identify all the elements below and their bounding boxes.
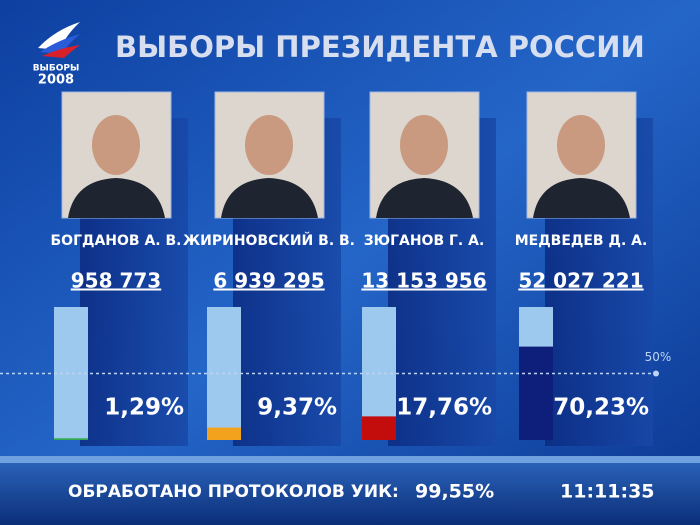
vote-count: 13 153 956: [361, 269, 486, 293]
logo-text: ВЫБОРЫ: [33, 64, 80, 74]
vote-count: 958 773: [71, 269, 161, 293]
footer-stripe: [0, 456, 700, 463]
candidate-name: БОГДАНОВ А. В.: [51, 233, 182, 249]
value-label: 9,37%: [257, 395, 337, 421]
photo-face: [557, 115, 605, 175]
vote-count: 6 939 295: [213, 269, 324, 293]
candidate-name: ЗЮГАНОВ Г. А.: [364, 233, 485, 249]
value-label: 17,76%: [396, 395, 492, 421]
vote-count: 52 027 221: [518, 269, 643, 293]
bar-track: [54, 307, 88, 440]
bar: [207, 427, 241, 440]
value-label: 1,29%: [104, 395, 184, 421]
candidate-name: ЖИРИНОВСКИЙ В. В.: [183, 232, 355, 249]
candidate-name: МЕДВЕДЕВ Д. А.: [515, 233, 648, 249]
reference-dot: [653, 370, 659, 377]
photo-suit: [221, 178, 318, 218]
footer-label: ОБРАБОТАНО ПРОТОКОЛОВ УИК:: [68, 482, 399, 502]
chart-title: ВЫБОРЫ ПРЕЗИДЕНТА РОССИИ: [115, 30, 645, 64]
processed-percent: 99,55%: [415, 481, 494, 503]
reference-label: 50%: [645, 350, 672, 364]
photo-suit: [68, 178, 165, 218]
bar: [519, 346, 553, 440]
logo: ВЫБОРЫ 2008: [33, 22, 80, 88]
photo-suit: [533, 178, 630, 218]
clock: 11:11:35: [560, 481, 655, 503]
bar: [362, 416, 396, 440]
bar: [54, 438, 88, 440]
photo-face: [400, 115, 448, 175]
value-label: 70,23%: [553, 395, 649, 421]
photo-face: [245, 115, 293, 175]
photo-face: [92, 115, 140, 175]
logo-year: 2008: [38, 73, 74, 88]
photo-suit: [376, 178, 473, 218]
footer: [0, 463, 700, 525]
